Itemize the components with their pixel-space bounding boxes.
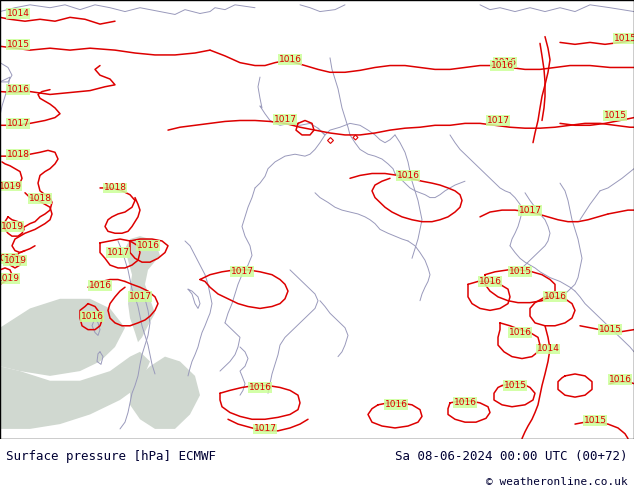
Text: 1014: 1014 — [6, 9, 29, 18]
Polygon shape — [125, 236, 160, 342]
Text: 1015: 1015 — [503, 381, 526, 390]
Text: 1016: 1016 — [609, 375, 631, 384]
Polygon shape — [130, 357, 200, 429]
Text: 1015: 1015 — [614, 34, 634, 43]
Polygon shape — [0, 352, 150, 429]
Text: Sa 08-06-2024 00:00 UTC (00+72): Sa 08-06-2024 00:00 UTC (00+72) — [395, 450, 628, 463]
Text: 1019: 1019 — [1, 222, 23, 231]
Text: 1017: 1017 — [129, 293, 152, 301]
Text: 1016: 1016 — [396, 171, 420, 180]
Text: 1015: 1015 — [598, 325, 621, 334]
Text: 1016: 1016 — [453, 398, 477, 407]
Text: 1016: 1016 — [89, 281, 112, 290]
Text: 1019: 1019 — [0, 181, 22, 191]
Text: 1015: 1015 — [508, 268, 531, 276]
Text: 1016: 1016 — [136, 241, 160, 250]
Text: 1016: 1016 — [81, 312, 103, 320]
Text: 1015: 1015 — [6, 40, 30, 49]
Text: 1018: 1018 — [6, 150, 30, 159]
Text: 1015: 1015 — [583, 416, 607, 425]
Text: 1017: 1017 — [6, 119, 30, 128]
Text: 1014: 1014 — [536, 344, 559, 353]
Polygon shape — [0, 299, 125, 376]
Text: © weatheronline.co.uk: © weatheronline.co.uk — [486, 477, 628, 487]
Text: 1016: 1016 — [508, 328, 531, 337]
Text: 1016: 1016 — [493, 58, 517, 67]
Text: 1018: 1018 — [29, 194, 51, 203]
Text: 1017: 1017 — [231, 268, 254, 276]
Text: 1017: 1017 — [107, 248, 129, 257]
Text: Surface pressure [hPa] ECMWF: Surface pressure [hPa] ECMWF — [6, 450, 216, 463]
Text: 018: 018 — [0, 254, 16, 263]
Text: 1017: 1017 — [486, 116, 510, 125]
Text: 1016: 1016 — [249, 383, 271, 392]
Text: 1019: 1019 — [4, 256, 27, 265]
Text: 1017: 1017 — [254, 424, 276, 434]
Text: 1018: 1018 — [103, 183, 127, 193]
Text: 1019: 1019 — [0, 274, 20, 283]
Text: 1016: 1016 — [6, 85, 30, 94]
Text: 1015: 1015 — [604, 111, 626, 120]
Text: 1017: 1017 — [273, 115, 297, 124]
Text: 1016: 1016 — [491, 61, 514, 70]
Text: 1016: 1016 — [384, 400, 408, 409]
Text: 1016: 1016 — [543, 293, 567, 301]
Text: 1016: 1016 — [479, 277, 501, 286]
Text: 1016: 1016 — [278, 55, 302, 64]
Text: 1017: 1017 — [519, 206, 541, 215]
